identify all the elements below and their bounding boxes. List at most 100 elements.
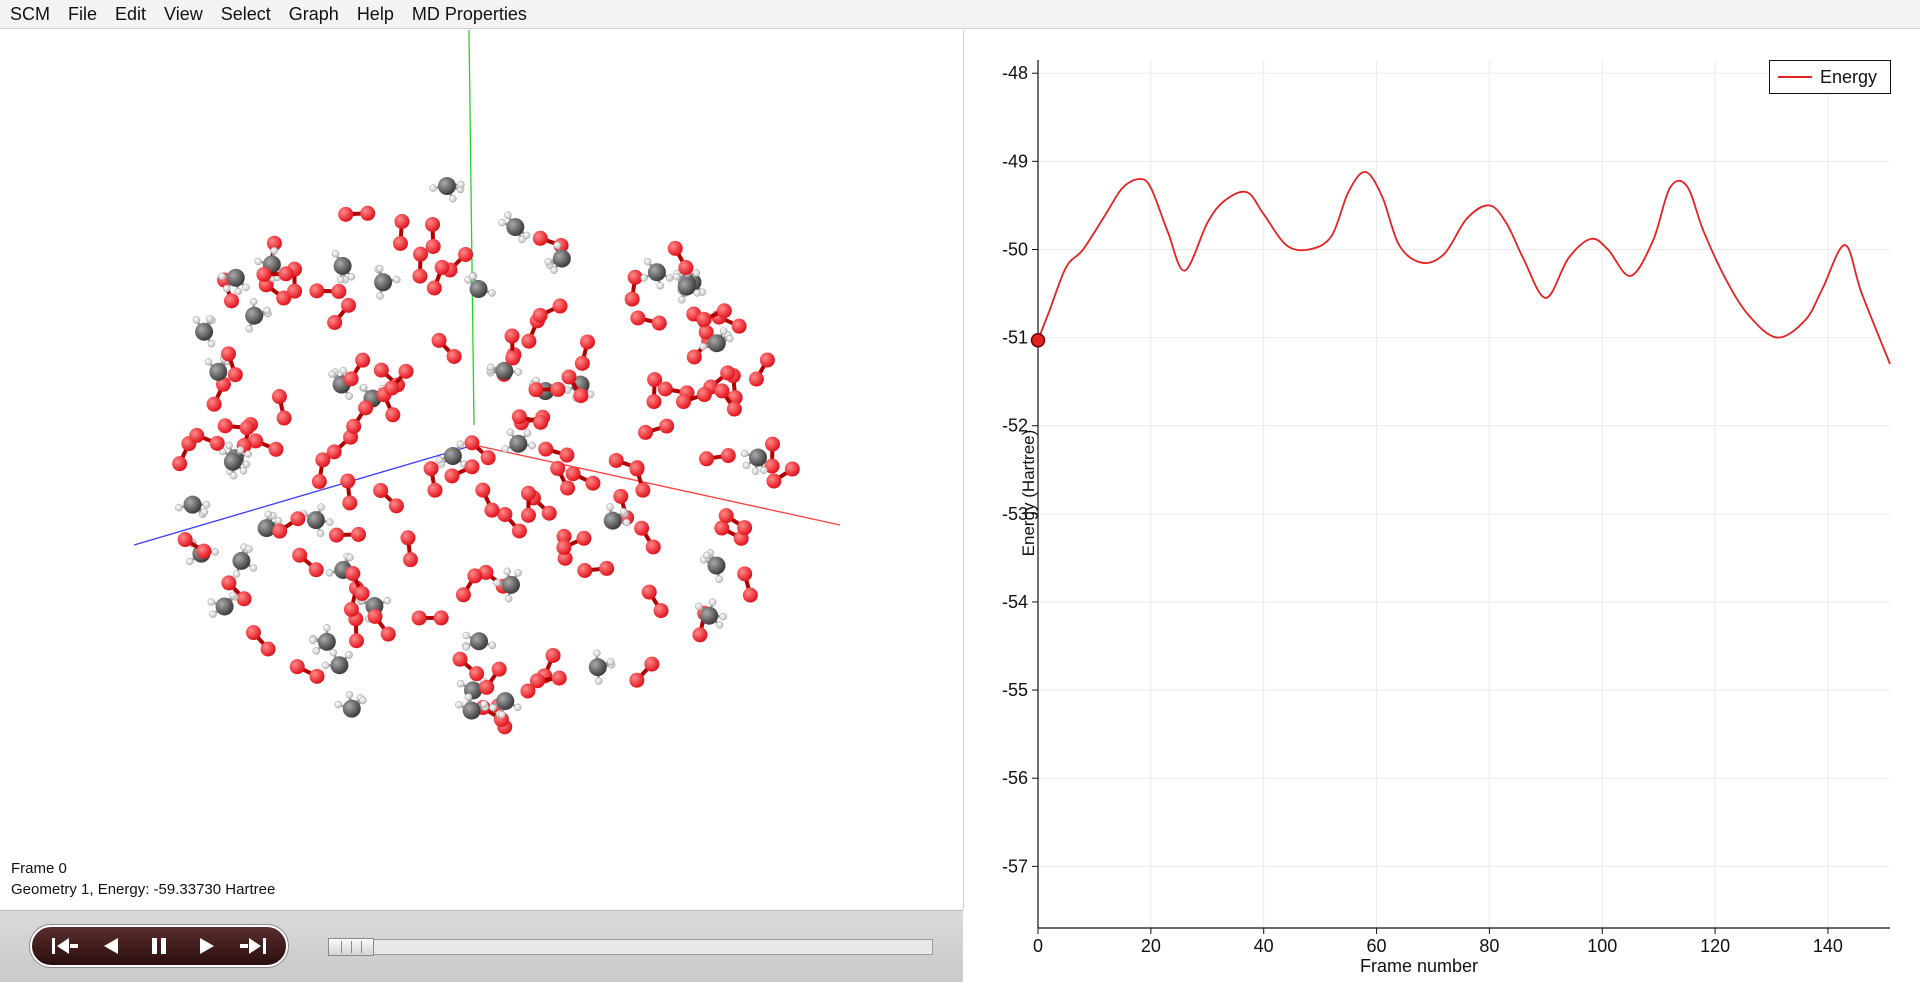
hydrogen-atom <box>499 219 506 226</box>
oxygen-atom <box>207 397 222 412</box>
oxygen-atom <box>521 334 536 349</box>
y-tick-label: -51 <box>1002 328 1028 348</box>
hydrogen-atom <box>498 711 505 718</box>
oxygen-atom <box>743 588 758 603</box>
oxygen-atom <box>315 452 330 467</box>
hydrogen-atom <box>752 468 759 475</box>
oxygen-atom <box>272 389 287 404</box>
carbon-atom <box>343 700 361 718</box>
hydrogen-atom <box>644 258 651 265</box>
pause-button[interactable] <box>142 931 176 961</box>
oxygen-atom <box>562 369 577 384</box>
carbon-atom <box>506 218 524 236</box>
step-back-icon <box>100 935 124 957</box>
menu-md-properties[interactable]: MD Properties <box>406 0 539 29</box>
current-frame-marker[interactable] <box>1032 334 1045 347</box>
hydrogen-atom <box>186 558 193 565</box>
menu-view[interactable]: View <box>158 0 215 29</box>
frame-slider-track[interactable] <box>328 939 933 955</box>
hydrogen-atom <box>587 391 594 398</box>
oxygen-atom <box>373 483 388 498</box>
oxygen-atom <box>659 419 674 434</box>
oxygen-atom <box>277 411 292 426</box>
oxygen-atom <box>652 316 667 331</box>
hydrogen-atom <box>240 467 247 474</box>
oxygen-atom <box>580 334 595 349</box>
menu-file[interactable]: File <box>62 0 109 29</box>
y-tick-label: -48 <box>1002 63 1028 83</box>
hydrogen-atom <box>245 546 252 553</box>
carbon-atom <box>700 607 718 625</box>
oxygen-atom <box>479 680 494 695</box>
hydrogen-atom <box>678 296 685 303</box>
menu-help[interactable]: Help <box>351 0 406 29</box>
chart-legend: Energy <box>1769 60 1891 94</box>
oxygen-atom <box>224 293 239 308</box>
oxygen-atom <box>394 214 409 229</box>
oxygen-atom <box>287 284 302 299</box>
hydrogen-atom <box>208 340 215 347</box>
axis-y-line <box>469 30 474 425</box>
oxygen-atom <box>444 468 459 483</box>
hydrogen-atom <box>376 292 383 299</box>
pause-icon <box>148 935 170 957</box>
hydrogen-atom <box>489 704 496 711</box>
carbon-atom <box>678 278 696 296</box>
oxygen-atom <box>221 346 236 361</box>
menu-graph[interactable]: Graph <box>283 0 351 29</box>
step-forward-button[interactable] <box>189 931 223 961</box>
oxygen-atom <box>484 503 499 518</box>
hydrogen-atom <box>700 343 707 350</box>
hydrogen-atom <box>243 461 250 468</box>
frame-label: Frame 0 <box>11 860 67 877</box>
hydrogen-atom <box>595 678 602 685</box>
oxygen-atom <box>312 474 327 489</box>
skip-to-end-icon <box>237 935 269 957</box>
hydrogen-atom <box>641 274 648 281</box>
hydrogen-atom <box>384 597 391 604</box>
hydrogen-atom <box>337 276 344 283</box>
hydrogen-atom <box>463 644 470 651</box>
oxygen-atom <box>268 442 283 457</box>
molecule-canvas[interactable] <box>0 30 963 910</box>
hydrogen-atom <box>313 647 320 654</box>
oxygen-atom <box>385 407 400 422</box>
oxygen-atom <box>292 548 307 563</box>
oxygen-atom <box>697 312 712 327</box>
menu-select[interactable]: Select <box>215 0 283 29</box>
oxygen-atom <box>237 591 252 606</box>
last-frame-button[interactable] <box>236 931 270 961</box>
molecule-viewer[interactable]: Frame 0 Geometry 1, Energy: -59.33730 Ha… <box>0 30 964 910</box>
oxygen-atom <box>210 436 225 451</box>
oxygen-atom <box>692 627 707 642</box>
menu-edit[interactable]: Edit <box>109 0 158 29</box>
carbon-atom <box>374 273 392 291</box>
oxygen-atom <box>646 394 661 409</box>
oxygen-atom <box>427 281 442 296</box>
hydrogen-atom <box>529 442 536 449</box>
oxygen-atom <box>512 523 527 538</box>
hydrogen-atom <box>554 242 561 249</box>
hydrogen-atom <box>230 472 237 479</box>
hydrogen-atom <box>709 599 716 606</box>
frame-slider-handle[interactable] <box>328 938 374 956</box>
hydrogen-atom <box>203 501 210 508</box>
hydrogen-atom <box>514 704 521 711</box>
oxygen-atom <box>246 625 261 640</box>
oxygen-atom <box>426 239 441 254</box>
carbon-atom <box>209 363 227 381</box>
hydrogen-atom <box>607 658 614 665</box>
menu-scm[interactable]: SCM <box>4 0 62 29</box>
hydrogen-atom <box>393 276 400 283</box>
oxygen-atom <box>384 381 399 396</box>
hydrogen-atom <box>620 508 627 515</box>
hydrogen-atom <box>348 273 355 280</box>
first-frame-button[interactable] <box>48 931 82 961</box>
step-back-button[interactable] <box>95 931 129 961</box>
oxygen-atom <box>458 247 473 262</box>
oxygen-atom <box>737 566 752 581</box>
hydrogen-atom <box>332 250 339 257</box>
oxygen-atom <box>412 269 427 284</box>
